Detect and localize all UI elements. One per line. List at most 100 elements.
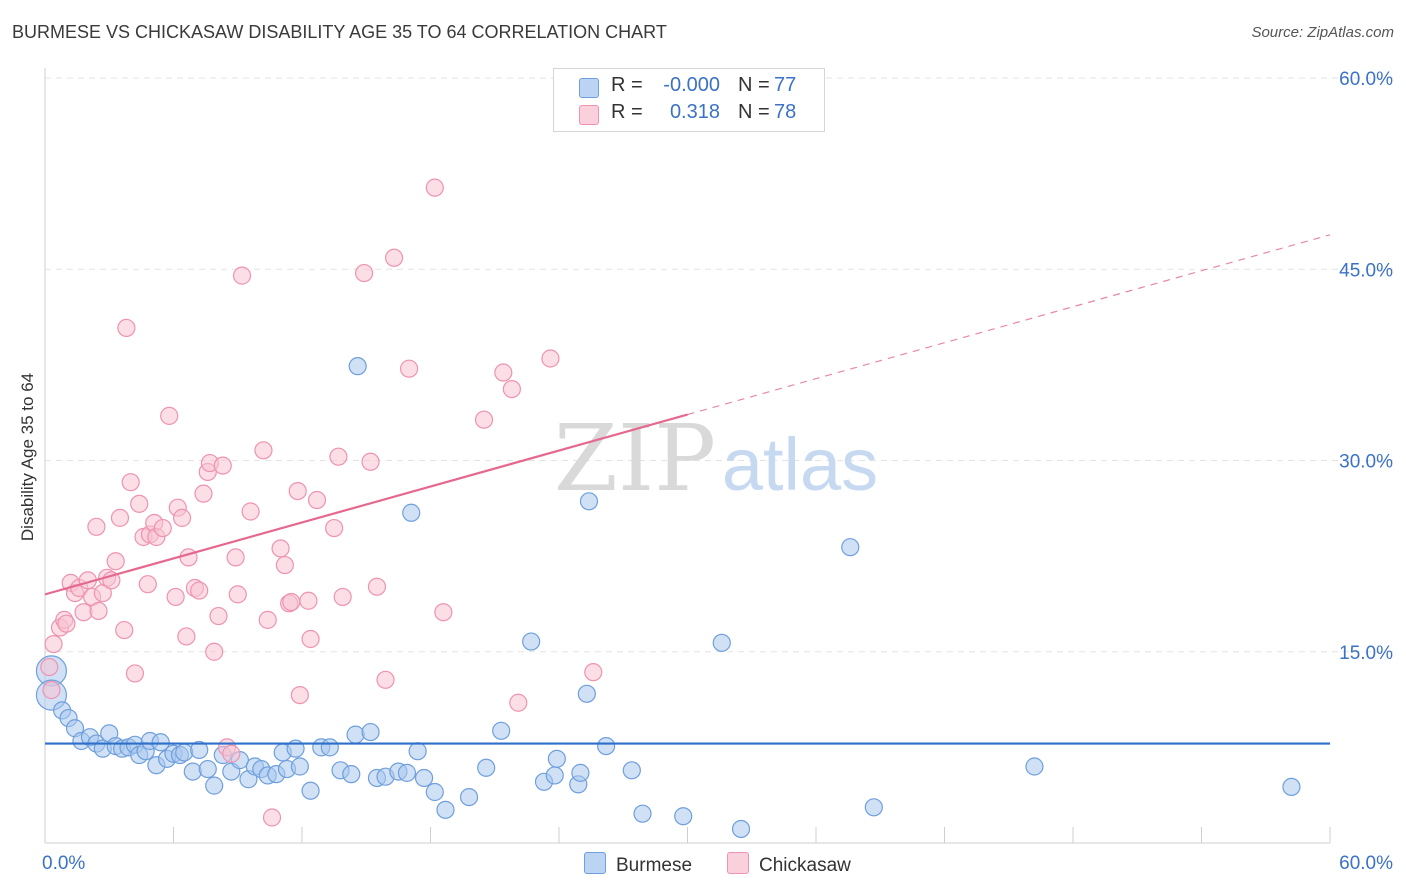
burmese-point <box>459 787 479 807</box>
chickasaw-point <box>190 581 209 600</box>
chickasaw-point <box>299 591 318 610</box>
burmese-point <box>151 733 170 752</box>
chickasaw-point <box>115 620 134 640</box>
watermark-atlas: atlas <box>722 423 878 506</box>
burmese-point <box>436 800 455 819</box>
chickasaw-point <box>509 693 528 712</box>
legend-n-label: N = <box>738 74 770 96</box>
chart-title: BURMESE VS CHICKASAW DISABILITY AGE 35 T… <box>12 22 667 42</box>
chickasaw-point <box>232 266 252 285</box>
bottom-legend-burmese: Burmese <box>584 852 692 877</box>
burmese-point <box>633 804 652 823</box>
burmese-point <box>545 766 564 785</box>
burmese-point <box>577 684 596 703</box>
chickasaw-point <box>74 603 93 622</box>
chickasaw-point <box>502 380 521 399</box>
legend-r-label: R = <box>611 74 643 96</box>
burmese-point <box>477 758 496 777</box>
legend-row-chickasaw: R = 0.318 N = 78 <box>554 101 824 127</box>
burmese-point <box>190 740 209 760</box>
chickasaw-point <box>282 592 301 612</box>
chickasaw-point <box>194 484 213 503</box>
chickasaw-point <box>125 664 145 683</box>
burmese-point <box>731 819 751 839</box>
source-label: Source: ZipAtlas.com <box>1251 24 1394 41</box>
legend-r-value: 0.318 <box>669 101 720 123</box>
burmese-point <box>712 633 731 652</box>
chickasaw-point <box>376 670 395 689</box>
chickasaw-point <box>87 517 106 536</box>
chickasaw-point <box>121 473 140 492</box>
chickasaw-point <box>222 744 241 763</box>
chickasaw-point <box>89 601 108 621</box>
gridlines <box>45 77 1395 653</box>
chickasaw-point <box>40 657 59 677</box>
y-tick-label: 45.0% <box>1339 260 1393 281</box>
chickasaw-point <box>241 502 260 521</box>
legend-n-value: 77 <box>774 74 797 96</box>
legend-r-label: R = <box>611 101 643 123</box>
burmese-point <box>183 762 202 781</box>
chickasaw-point <box>213 456 232 475</box>
legend-row-burmese: R = -0.000 N = 77 <box>554 74 824 100</box>
chickasaw-point <box>138 575 157 594</box>
chickasaw-point <box>329 447 348 466</box>
burmese-legend-label: Burmese <box>616 855 693 876</box>
trend-lines <box>44 234 1331 745</box>
chickasaw-point <box>160 406 179 425</box>
chickasaw-point <box>399 359 419 378</box>
chickasaw-point <box>584 663 603 682</box>
chickasaw-point <box>42 680 61 700</box>
chickasaw-swatch <box>579 105 599 125</box>
chickasaw-legend-swatch <box>727 852 749 874</box>
bottom-legend-chickasaw: Chickasaw <box>727 852 851 877</box>
correlation-legend: R = -0.000 N = 77 R = 0.318 N = 78 <box>553 68 825 132</box>
y-tick-label: 30.0% <box>1339 452 1393 473</box>
burmese-point <box>346 725 365 744</box>
watermark: ZIP atlas <box>554 405 878 512</box>
burmese-point <box>342 765 361 784</box>
chickasaw-point <box>110 508 130 527</box>
chickasaw-point <box>290 685 309 705</box>
burmese-point <box>175 743 194 762</box>
chickasaw-point <box>226 548 245 567</box>
chickasaw-point <box>494 363 513 382</box>
chickasaw-point <box>333 587 352 607</box>
burmese-point <box>492 721 511 740</box>
tick-labels: 15.0% 30.0% 45.0% 60.0% 0.0% 60.0% <box>42 69 1393 874</box>
burmese-point <box>425 782 444 802</box>
chickasaw-point <box>474 410 494 429</box>
axes <box>44 68 1331 844</box>
chickasaw-point <box>166 587 185 607</box>
chickasaw-point <box>355 263 374 283</box>
chickasaw-point <box>541 349 560 368</box>
chickasaw-point <box>177 627 196 646</box>
x-tick-label: 0.0% <box>42 853 85 874</box>
chickasaw-point <box>254 441 273 460</box>
burmese-point <box>361 722 380 742</box>
chickasaw-point <box>44 634 63 654</box>
chickasaw-point <box>361 452 380 471</box>
chickasaw-point <box>288 482 307 501</box>
chickasaw-point <box>172 508 192 527</box>
burmese-point <box>571 763 590 782</box>
chickasaw-trend-extension <box>687 234 1331 416</box>
chickasaw-points <box>40 178 603 827</box>
chickasaw-point <box>153 518 172 538</box>
chickasaw-point <box>258 610 277 629</box>
burmese-point <box>320 738 339 757</box>
burmese-point <box>198 759 217 779</box>
burmese-point <box>547 749 566 768</box>
chickasaw-trend-line <box>44 413 688 596</box>
burmese-swatch <box>579 78 599 98</box>
chickasaw-point <box>325 518 344 538</box>
watermark-zip: ZIP <box>554 405 716 512</box>
chickasaw-point <box>57 614 76 633</box>
x-tick-label: 60.0% <box>1339 853 1393 874</box>
burmese-point <box>402 503 421 522</box>
chickasaw-point <box>425 178 444 197</box>
legend-r-value: -0.000 <box>663 74 720 96</box>
burmese-point <box>348 357 367 376</box>
legend-n-value: 78 <box>774 101 797 123</box>
